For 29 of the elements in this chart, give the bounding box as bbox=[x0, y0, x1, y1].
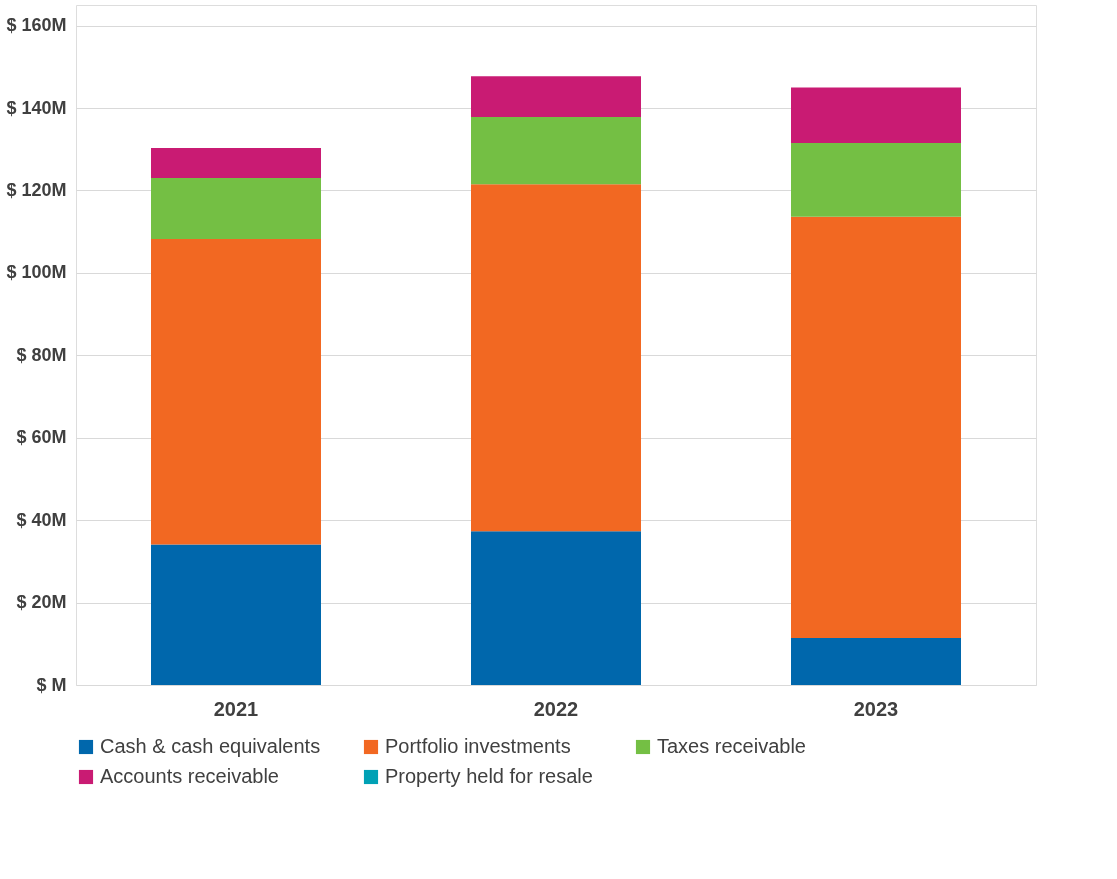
bar bbox=[471, 76, 641, 118]
legend-label: Taxes receivable bbox=[657, 735, 806, 757]
bar bbox=[791, 638, 961, 685]
bar bbox=[791, 143, 961, 217]
x-tick-label: 2022 bbox=[533, 697, 579, 720]
y-tick-label: $ 160M bbox=[6, 15, 67, 36]
x-tick-label: 2023 bbox=[853, 697, 899, 720]
y-tick-label: $ M bbox=[36, 674, 67, 695]
y-tick-label: $ 60M bbox=[16, 427, 67, 448]
bar bbox=[791, 216, 961, 639]
bar bbox=[151, 178, 321, 240]
legend-label: Portfolio investments bbox=[385, 735, 571, 757]
bar bbox=[471, 117, 641, 185]
legend-label: Property held for resale bbox=[385, 765, 593, 787]
bar bbox=[471, 184, 641, 532]
y-tick-label: $ 40M bbox=[16, 509, 67, 530]
legend-label: Accounts receivable bbox=[100, 765, 279, 787]
bar bbox=[471, 531, 641, 685]
y-tick-label: $ 100M bbox=[6, 262, 67, 283]
y-tick-label: $ 80M bbox=[16, 344, 67, 365]
y-tick-label: $ 20M bbox=[16, 592, 67, 613]
y-tick-label: $ 140M bbox=[6, 97, 67, 118]
bar bbox=[151, 544, 321, 685]
bar bbox=[151, 148, 321, 179]
y-tick-label: $ 120M bbox=[6, 179, 67, 200]
bar bbox=[151, 239, 321, 545]
bar bbox=[791, 87, 961, 144]
legend-label: Cash & cash equivalents bbox=[100, 735, 321, 757]
x-tick-label: 2021 bbox=[213, 697, 259, 720]
